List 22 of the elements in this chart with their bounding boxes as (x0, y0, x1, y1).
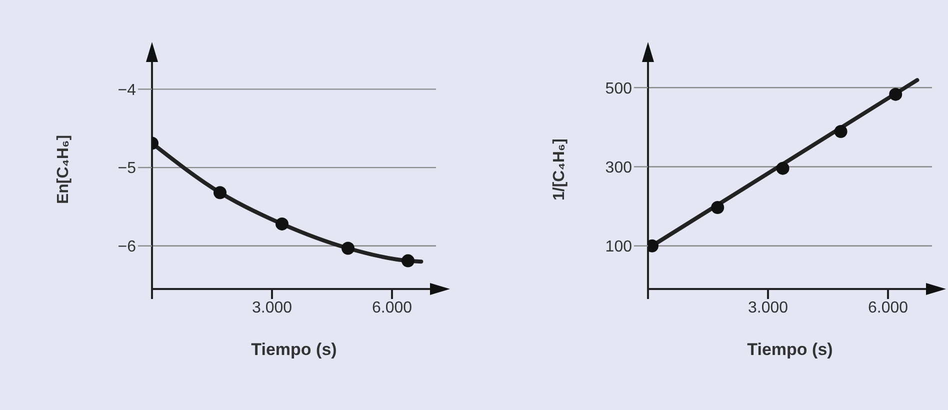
x-tick-label: 6.000 (372, 299, 412, 316)
point (402, 254, 414, 268)
y-tick-label: −5 (118, 160, 136, 178)
point (214, 186, 226, 200)
x-axis-title: Tiempo (s) (747, 340, 833, 359)
point (711, 200, 724, 214)
point (776, 162, 790, 175)
y-tick-label: 500 (605, 80, 632, 98)
y-tick-label: −4 (118, 82, 136, 99)
y-tick-label: 100 (605, 238, 632, 256)
x-axis-title: Tiempo (s) (251, 340, 337, 359)
x-tick-label: 3.000 (748, 299, 788, 316)
y-tick-label: −6 (118, 238, 136, 256)
point (889, 88, 902, 101)
point (276, 217, 288, 230)
y-axis-title: 1/[C₄H₆] (551, 138, 568, 200)
y-axis-title: En[C₄H₆] (55, 134, 72, 204)
point (342, 242, 354, 255)
point (834, 125, 848, 138)
x-tick-label: 6.000 (868, 299, 908, 316)
x-tick-label: 3.000 (252, 299, 292, 316)
y-tick-label: 300 (605, 159, 632, 176)
